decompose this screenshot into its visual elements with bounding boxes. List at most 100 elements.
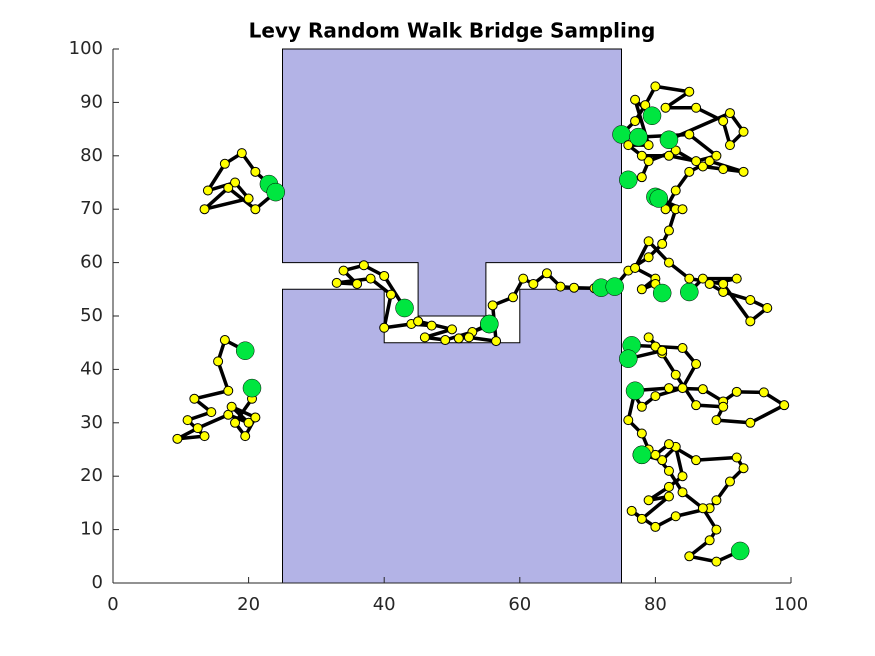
walk-point (643, 252, 654, 263)
endpoint (480, 314, 499, 334)
walk-point (518, 273, 529, 284)
endpoint (625, 381, 645, 401)
walk-point (650, 521, 661, 532)
endpoint (649, 189, 669, 208)
walk-point (663, 257, 674, 268)
x-tick-label: 60 (508, 594, 531, 615)
walk-point (636, 428, 647, 439)
walk-point (684, 551, 695, 562)
walk-point (704, 156, 715, 167)
walk-point (711, 524, 722, 535)
walk-point (630, 116, 641, 127)
walk-point (385, 289, 396, 300)
walk-point (636, 401, 647, 412)
endpoint (619, 170, 638, 190)
walk-point (677, 383, 688, 394)
x-tick-label: 0 (107, 594, 118, 615)
y-tick-label: 40 (80, 358, 103, 379)
walk-point (182, 415, 193, 426)
walk-point (192, 423, 203, 434)
walk-point (541, 268, 552, 279)
walk-point (691, 455, 702, 466)
walk-point (691, 156, 702, 167)
walk-point (213, 356, 224, 367)
walk-point (352, 278, 363, 289)
walk-point (663, 150, 674, 161)
walk-point (643, 332, 654, 343)
walk-point (711, 556, 722, 567)
walk-point (745, 294, 756, 305)
walk-point (691, 400, 702, 411)
endpoint (632, 445, 652, 465)
y-tick-label: 50 (80, 305, 103, 326)
walk-point (358, 260, 369, 271)
walk-point (670, 511, 681, 522)
walk-point (243, 193, 254, 204)
walk-point (643, 140, 654, 151)
walk-point (691, 359, 702, 370)
walk-point (223, 385, 234, 396)
walk-point (724, 140, 735, 151)
walk-point (230, 417, 241, 428)
walk-point (684, 129, 695, 140)
walk-point (657, 455, 668, 466)
walk-point (660, 102, 671, 113)
walk-point (745, 316, 756, 327)
walk-point (419, 332, 430, 343)
walk-point (199, 204, 210, 215)
walk-point (684, 166, 695, 177)
walk-point (697, 503, 708, 514)
walk-point (528, 278, 539, 289)
walk-point (643, 495, 654, 506)
endpoint (605, 277, 624, 296)
walk-point (250, 166, 261, 177)
walk-point (670, 369, 681, 380)
walk-point (199, 431, 210, 442)
walk-point (630, 262, 641, 273)
walk-point (677, 471, 688, 482)
walk-point (630, 94, 641, 105)
y-tick-label: 60 (80, 252, 103, 273)
walk-point (650, 391, 661, 402)
walk-line (627, 335, 786, 425)
walk-point (413, 316, 424, 327)
y-tick-label: 70 (80, 198, 103, 219)
walk-point (447, 324, 457, 335)
walk-point (636, 284, 647, 295)
y-tick-label: 100 (69, 38, 103, 59)
walk-point (663, 481, 674, 492)
endpoint (619, 349, 638, 368)
walk-point (223, 182, 234, 193)
walk-point (555, 281, 566, 292)
walk-point (426, 320, 437, 331)
walk-point (623, 140, 634, 151)
walk-point (487, 300, 498, 311)
endpoint (629, 127, 648, 147)
walk-point (626, 505, 637, 516)
endpoint (395, 298, 414, 318)
walk-point (508, 292, 519, 303)
y-tick-label: 10 (80, 519, 103, 540)
obstacle (282, 48, 622, 317)
walk-point (738, 166, 749, 177)
walk-point (663, 225, 674, 236)
walk-point (463, 332, 474, 343)
walk-point (738, 126, 749, 137)
walk-point (704, 278, 715, 289)
walk-point (677, 343, 688, 354)
walk-point (623, 415, 634, 426)
walk-point (643, 236, 654, 247)
endpoint (642, 106, 662, 125)
walk-point (172, 433, 183, 444)
walk-point (684, 86, 695, 97)
y-tick-label: 90 (80, 91, 103, 112)
walk-point (569, 282, 580, 293)
endpoint (242, 378, 262, 398)
endpoint (652, 283, 672, 303)
walk-point (691, 102, 702, 113)
walk-point (206, 407, 217, 418)
walk-point (724, 108, 735, 119)
walk-point (718, 278, 729, 289)
walk-point (440, 335, 451, 346)
